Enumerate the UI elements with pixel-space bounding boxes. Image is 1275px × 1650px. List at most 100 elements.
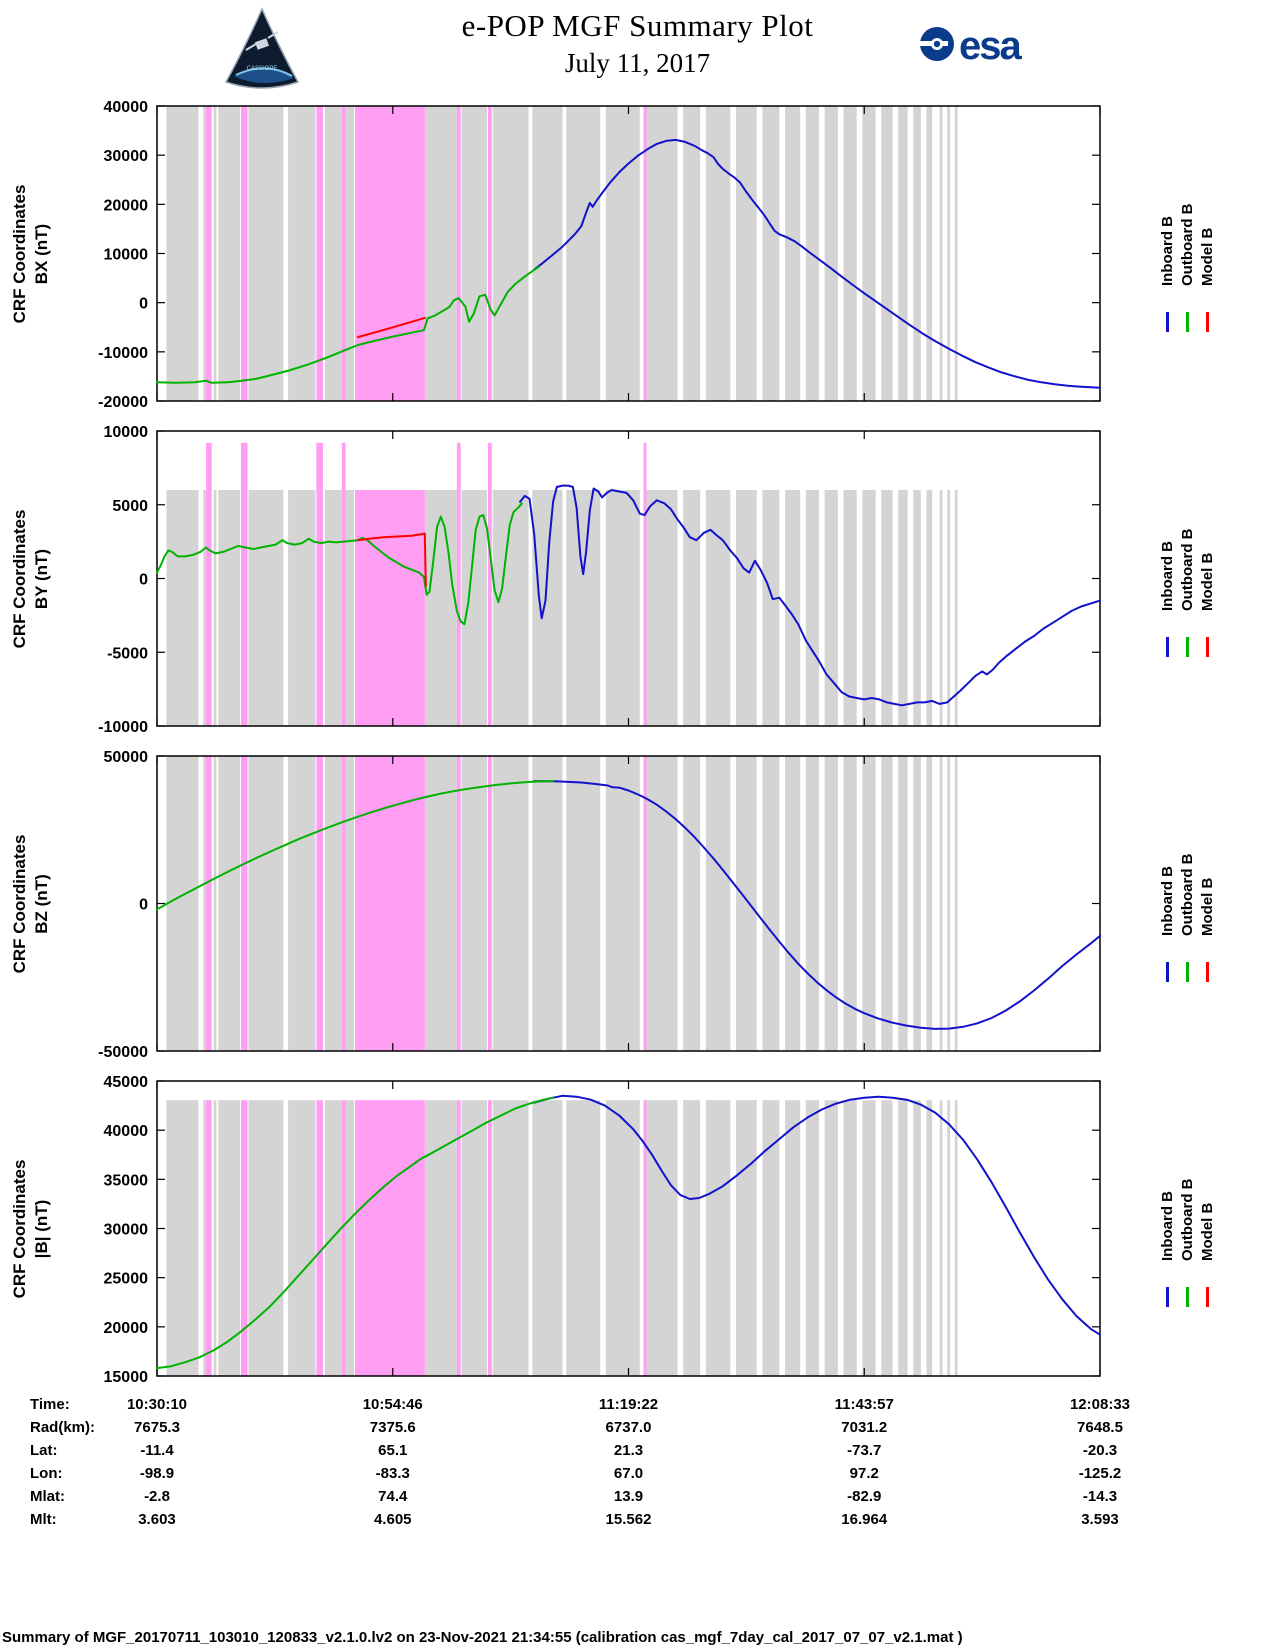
quality-band-gray [762, 1100, 780, 1376]
legend-row: Model B [1199, 136, 1216, 332]
info-cell: -14.3 [1082, 1488, 1118, 1505]
cassiope-mission-patch: CASSIOPE [222, 6, 302, 97]
quality-band-gray [643, 490, 678, 726]
quality-band-gray [566, 1100, 601, 1376]
quality-band-gray [213, 490, 217, 726]
info-row: Time: 10:30:10 10:54:46 11:19:22 11:43:57 12:… [0, 1396, 1275, 1419]
by-axis-label-line1: CRF Coordinates [9, 509, 29, 648]
quality-band-gray [785, 106, 801, 401]
legend-line-sample [1205, 312, 1209, 332]
quality-band-gray [288, 490, 316, 726]
quality-band-gray [843, 756, 857, 1051]
quality-band-gray [566, 106, 601, 401]
series-outboard-b [156, 1096, 555, 1370]
legend-line-sample [1185, 1287, 1189, 1307]
quality-band-gray [532, 1100, 563, 1376]
quality-band-magenta [206, 756, 212, 1051]
y-tick-label: 30000 [104, 148, 149, 165]
legend-row: Outboard B [1179, 461, 1196, 657]
quality-band-gray [736, 106, 757, 401]
quality-band-gray [954, 756, 958, 1051]
legend-row: Model B [1199, 1111, 1216, 1307]
quality-band-gray [805, 490, 819, 726]
legend-label: Inboard B [1158, 866, 1176, 936]
quality-band-gray [736, 1100, 757, 1376]
legend-row: Inboard B [1159, 786, 1176, 982]
quality-band-magenta [240, 756, 248, 1051]
quality-band-gray [785, 756, 801, 1051]
quality-band-gray [947, 1100, 951, 1376]
y-tick-label: 5000 [112, 498, 148, 515]
quality-band-gray [643, 1100, 678, 1376]
quality-band-magenta [487, 756, 492, 1051]
header: CASSIOPE e-POP MGF Summary Plot July 11,… [0, 0, 1275, 96]
quality-band-gray [683, 1100, 701, 1376]
chart-bz: 50000 0 -50000 [98, 749, 1101, 1061]
quality-band-gray [843, 106, 857, 401]
chart-by: 10000 5000 0 -5000 -10000 [98, 424, 1101, 736]
bmag-axis-label-line2: |B| (nT) [32, 1199, 51, 1258]
quality-band-gray [954, 490, 958, 726]
quality-band-gray [213, 1100, 217, 1376]
quality-band-gray [898, 756, 908, 1051]
quality-band-gray [805, 756, 819, 1051]
series-model-b [356, 316, 426, 339]
quality-band-gray [898, 106, 908, 401]
quality-band-gray [532, 106, 563, 401]
info-cell: -98.9 [139, 1465, 175, 1482]
quality-band-gray [166, 1100, 199, 1376]
info-cell: -11.4 [140, 1442, 174, 1459]
quality-band-magenta [341, 756, 346, 1051]
quality-band-gray [248, 490, 284, 726]
legend-label: Outboard B [1178, 1178, 1196, 1262]
quality-band-gray [213, 106, 217, 401]
info-table: Time: 10:30:10 10:54:46 11:19:22 11:43:57 12:… [0, 1396, 1275, 1534]
panel-bz: CRF Coordinates BZ (nT) 50000 0 -50000 Inb… [0, 746, 1275, 1061]
esa-logo: esa [915, 18, 1040, 75]
info-cell: 11:43:57 [834, 1396, 894, 1413]
bmag-axis-label: CRF Coordinates |B| (nT) [0, 1071, 62, 1386]
quality-band-gray [939, 106, 943, 401]
legend-row: Inboard B [1159, 136, 1176, 332]
bz-axis-label-line1: CRF Coordinates [9, 834, 29, 973]
y-tick-label: 30000 [104, 1222, 149, 1239]
series-outboard-b [156, 780, 555, 911]
legend-line-sample [1185, 637, 1189, 657]
y-tick-label: 10000 [104, 424, 149, 441]
legend-line-sample [1205, 1287, 1209, 1307]
quality-band-magenta [355, 756, 425, 1051]
info-cell: 4.605 [373, 1511, 412, 1528]
quality-band-gray [492, 756, 529, 1051]
series-inboard-b [533, 138, 1101, 389]
quality-band-gray [248, 1100, 284, 1376]
quality-band-gray [461, 1100, 488, 1376]
quality-band-gray [705, 106, 731, 401]
quality-band-gray [926, 1100, 933, 1376]
quality-band-magenta [341, 442, 346, 726]
quality-band-gray [926, 490, 933, 726]
legend-label: Outboard B [1178, 203, 1196, 287]
legend-label: Model B [1198, 227, 1216, 286]
info-row-label: Lon: [30, 1465, 63, 1482]
quality-band-gray [954, 106, 958, 401]
y-tick-label: 40000 [104, 99, 149, 116]
quality-band-gray [939, 490, 943, 726]
quality-band-gray [843, 490, 857, 726]
legend-bz: Inboard B Outboard B Model B [1108, 746, 1275, 1061]
quality-band-magenta [316, 756, 323, 1051]
quality-band-gray [218, 756, 240, 1051]
info-cell: 16.964 [841, 1511, 888, 1528]
quality-band-magenta [355, 1100, 425, 1376]
quality-band-gray [218, 1100, 240, 1376]
quality-band-magenta [456, 1100, 461, 1376]
info-row-label: Time: [30, 1396, 70, 1413]
legend-line-sample [1205, 637, 1209, 657]
info-cell: 15.562 [605, 1511, 652, 1528]
cassiope-patch-label: CASSIOPE [247, 66, 278, 72]
quality-band-magenta [206, 1100, 212, 1376]
bx-axis-label-line1: CRF Coordinates [9, 184, 29, 323]
quality-band-gray [939, 1100, 943, 1376]
info-row: Lon: -98.9 -83.3 67.0 97.2 -125.2 [0, 1465, 1275, 1488]
quality-band-gray [288, 106, 316, 401]
quality-band-gray [913, 490, 921, 726]
